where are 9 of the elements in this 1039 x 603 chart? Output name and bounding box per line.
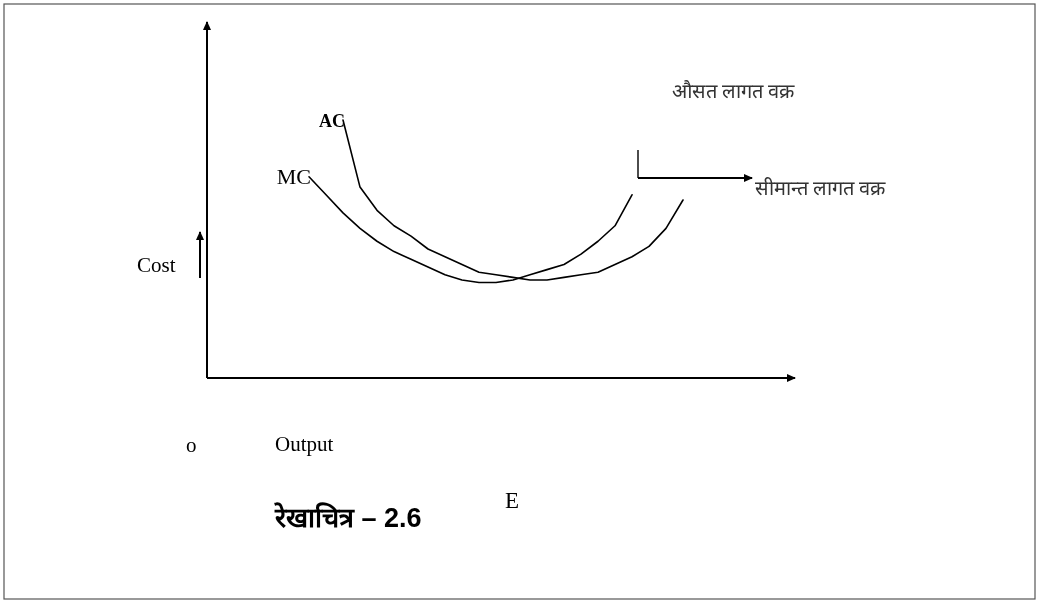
- annotation: सीमान्त लागत वक्र: [755, 177, 886, 199]
- y-axis-title: Cost: [137, 253, 176, 277]
- text: E: [505, 488, 520, 513]
- text: o: [186, 433, 197, 457]
- x-axis-title: Output: [275, 432, 334, 456]
- text: औसत लागत वक्र: [672, 80, 795, 102]
- text: रेखाचित्र – 2.6: [274, 502, 422, 533]
- series-label: MC: [276, 163, 311, 189]
- series-label: AC: [319, 111, 345, 131]
